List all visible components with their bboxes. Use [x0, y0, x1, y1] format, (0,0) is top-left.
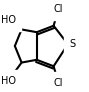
Text: Cl: Cl [54, 4, 63, 14]
Text: HO: HO [1, 76, 16, 86]
Text: HO: HO [1, 15, 16, 25]
Text: S: S [69, 39, 75, 49]
Text: Cl: Cl [54, 78, 63, 88]
